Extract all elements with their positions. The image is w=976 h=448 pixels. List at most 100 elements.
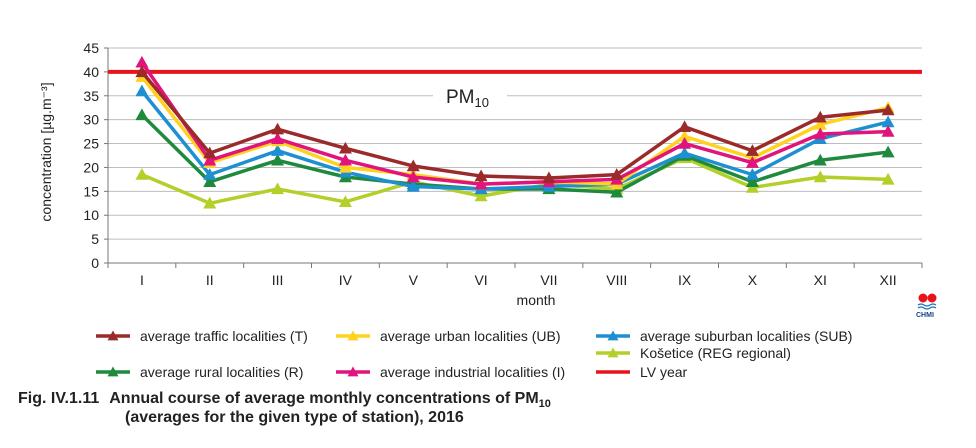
legend-marker <box>607 330 619 341</box>
data-point <box>881 145 895 158</box>
y-tick-label: 30 <box>83 112 99 128</box>
legend-entry: LV year <box>596 364 688 380</box>
caption-line-1: Fig. IV.1.11 Annual course of average mon… <box>18 390 551 410</box>
data-point <box>203 168 217 180</box>
data-point <box>338 160 352 173</box>
legend-label: average urban localities (UB) <box>380 328 561 344</box>
logo-text: CHMI <box>916 312 934 319</box>
data-point <box>338 195 352 208</box>
data-point <box>271 132 285 144</box>
legend-marker <box>347 366 359 377</box>
x-tick-label: IX <box>678 272 692 288</box>
x-tick-label: X <box>748 272 758 288</box>
data-point <box>881 125 895 137</box>
series-5 <box>135 55 895 190</box>
y-tick-label: 35 <box>83 88 99 104</box>
logo-wave-2 <box>917 306 937 310</box>
x-tick-label: III <box>272 272 284 288</box>
data-point <box>881 103 895 116</box>
x-tick-label: VIII <box>606 272 627 288</box>
series-line <box>140 89 889 191</box>
logo-circle-left <box>918 293 928 303</box>
y-axis-label: concentration [µg.m⁻³] <box>38 82 54 221</box>
logo-wave-1 <box>917 303 937 307</box>
data-point <box>135 65 149 78</box>
data-point <box>474 177 488 190</box>
data-point <box>813 110 827 123</box>
data-point <box>135 55 149 68</box>
data-point <box>406 159 420 172</box>
data-point <box>338 153 352 166</box>
series-line <box>140 70 889 180</box>
data-point <box>678 137 692 149</box>
y-tick-label: 0 <box>91 255 99 271</box>
data-point <box>542 171 556 184</box>
legend-label: average rural localities (R) <box>140 364 303 380</box>
legend-marker <box>347 330 359 341</box>
pm10-annotation-text: PM10 <box>446 87 489 110</box>
data-point <box>474 189 488 202</box>
series-line <box>141 156 889 206</box>
data-point <box>813 117 827 130</box>
data-point <box>203 146 217 159</box>
x-tick-label: XII <box>880 272 897 288</box>
data-point <box>406 180 420 192</box>
data-point <box>610 168 624 180</box>
data-point <box>745 168 759 180</box>
x-axis: I II III IV V VI VII VIII IX X XI XII <box>107 262 923 288</box>
x-axis-label: month <box>517 292 556 308</box>
pm10-annotation-background <box>433 82 507 108</box>
legend: average traffic localities (T) average ur… <box>96 328 852 380</box>
data-point <box>271 144 285 156</box>
data-point <box>203 196 217 209</box>
data-point <box>203 153 217 166</box>
x-tick-label: IV <box>339 272 353 288</box>
y-tick-label: 45 <box>83 40 99 56</box>
series-0 <box>135 65 895 184</box>
series-group <box>135 55 895 209</box>
y-tick-label: 10 <box>83 207 99 223</box>
x-tick-label: II <box>206 272 214 288</box>
legend-entry: average traffic localities (T) <box>96 328 308 344</box>
data-point <box>474 169 488 182</box>
y-tick-label: 15 <box>83 183 99 199</box>
data-point <box>745 175 759 187</box>
legend-label: LV year <box>640 364 688 380</box>
x-tick-label: I <box>140 272 144 288</box>
x-tick-label: VI <box>474 272 487 288</box>
x-tick-label: XI <box>814 272 827 288</box>
x-tick-label: V <box>409 272 419 288</box>
data-point <box>678 120 692 133</box>
legend-entry: average urban localities (UB) <box>336 328 561 344</box>
data-point <box>271 122 285 135</box>
data-point <box>745 156 759 168</box>
logo-circle-right <box>927 293 937 303</box>
x-tick-label: VII <box>540 272 557 288</box>
legend-marker <box>107 366 119 377</box>
data-point <box>678 146 692 159</box>
data-point <box>813 170 827 183</box>
y-tick-label: 25 <box>83 136 99 152</box>
data-point <box>271 153 285 166</box>
data-point <box>271 182 285 195</box>
data-point <box>135 168 149 180</box>
caption-line-2: (averages for the given type of station)… <box>125 409 464 426</box>
data-point <box>135 84 149 97</box>
legend-label: Košetice (REG regional) <box>640 345 791 361</box>
data-point <box>610 185 624 198</box>
legend-entry: average industrial localities (I) <box>336 364 565 380</box>
legend-label: average industrial localities (I) <box>380 364 565 380</box>
data-point <box>678 129 692 142</box>
legend-entry: average suburban localities (SUB) <box>596 328 852 344</box>
data-point <box>406 170 420 183</box>
y-tick-label: 20 <box>83 159 99 175</box>
legend-marker <box>607 347 619 358</box>
data-point <box>813 127 827 140</box>
data-point <box>881 115 895 128</box>
data-point <box>745 144 759 156</box>
y-tick-label: 40 <box>83 64 99 80</box>
chmi-logo: CHMI <box>916 293 937 319</box>
data-point <box>203 175 217 187</box>
y-axis: 0 5 10 15 20 25 30 35 40 45 <box>83 40 109 271</box>
